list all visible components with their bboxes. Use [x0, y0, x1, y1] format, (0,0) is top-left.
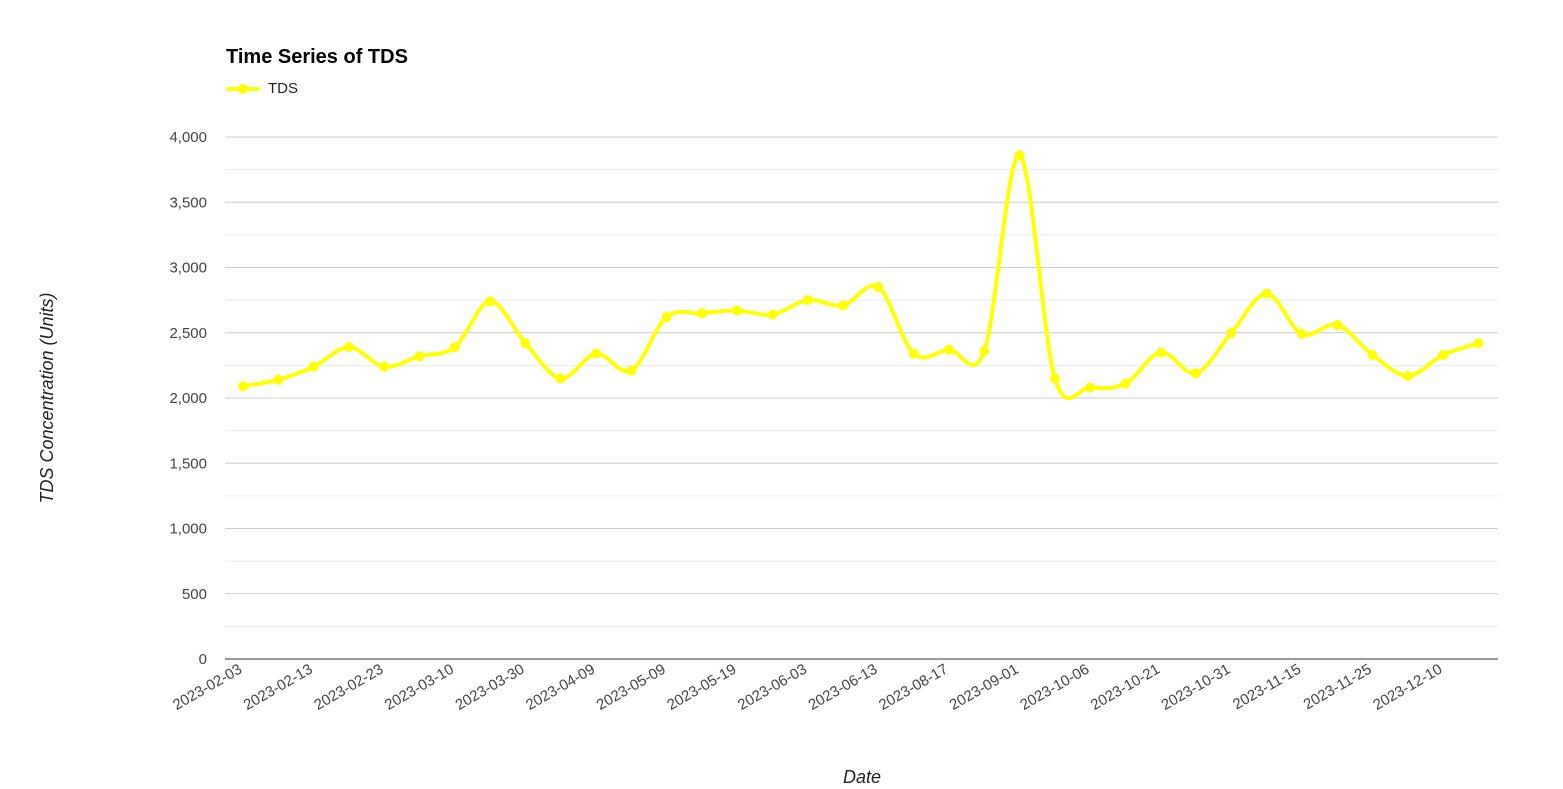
data-point[interactable]: [273, 374, 284, 385]
data-point[interactable]: [520, 338, 531, 349]
x-tick-label: 2023-09-01: [947, 661, 1022, 714]
legend-line-marker: [226, 83, 260, 94]
data-point[interactable]: [1014, 150, 1025, 161]
y-tick-label: 3,500: [169, 194, 207, 211]
x-tick-label: 2023-11-15: [1230, 661, 1304, 714]
x-tick-label: 2023-06-03: [735, 661, 810, 714]
x-tick-label: 2023-02-13: [241, 661, 316, 714]
data-point[interactable]: [555, 373, 566, 384]
y-tick-labels: 0 500 1,000 1,500 2,000 2,500 3,000 3,500 4,000: [169, 129, 207, 668]
series-line: [241, 153, 1481, 401]
data-point[interactable]: [1332, 319, 1343, 330]
x-tick-label: 2023-10-06: [1017, 661, 1092, 714]
data-point[interactable]: [696, 308, 707, 319]
data-point[interactable]: [1473, 338, 1484, 349]
data-point[interactable]: [873, 282, 884, 293]
data-point[interactable]: [343, 342, 354, 353]
y-tick-label: 3,000: [169, 260, 207, 277]
y-tick-label: 4,000: [169, 129, 207, 146]
chart-title: Time Series of TDS: [226, 46, 408, 68]
x-tick-label: 2023-03-10: [382, 661, 457, 714]
y-tick-label: 2,500: [169, 325, 207, 342]
data-point[interactable]: [908, 348, 919, 359]
data-point[interactable]: [1155, 347, 1166, 358]
data-point[interactable]: [1261, 288, 1272, 299]
data-point[interactable]: [1438, 349, 1449, 360]
data-point[interactable]: [1049, 373, 1060, 384]
data-points: [238, 150, 1484, 393]
data-point[interactable]: [1367, 349, 1378, 360]
y-axis-label: TDS Concentration (Units): [37, 292, 57, 503]
data-point[interactable]: [414, 351, 425, 362]
legend-dot-marker: [238, 83, 248, 94]
x-tick-label: 2023-10-21: [1088, 661, 1163, 714]
data-point[interactable]: [838, 300, 849, 311]
data-point[interactable]: [1085, 382, 1096, 393]
y-tick-label: 0: [199, 651, 207, 668]
x-tick-label: 2023-11-25: [1301, 661, 1375, 714]
legend-label: TDS: [268, 80, 298, 97]
data-point[interactable]: [485, 296, 496, 307]
data-point[interactable]: [591, 348, 601, 359]
data-point[interactable]: [1191, 368, 1202, 379]
x-tick-label: 2023-02-23: [311, 661, 386, 714]
data-point[interactable]: [379, 361, 390, 372]
x-tick-label: 2023-02-03: [170, 661, 245, 714]
data-point[interactable]: [767, 309, 778, 320]
x-tick-label: 2023-10-31: [1158, 661, 1233, 714]
x-tick-label: 2023-04-09: [523, 661, 598, 714]
x-axis-label: Date: [843, 767, 881, 787]
data-point[interactable]: [308, 361, 319, 372]
data-point[interactable]: [1297, 329, 1307, 340]
y-tick-label: 1,000: [169, 521, 207, 538]
x-tick-labels: 2023-02-032023-02-132023-02-232023-03-10…: [170, 661, 1445, 714]
x-tick-label: 2023-05-09: [594, 661, 669, 714]
data-point[interactable]: [1402, 370, 1413, 381]
gridlines: [225, 136, 1498, 627]
data-point[interactable]: [626, 365, 637, 376]
data-point[interactable]: [238, 381, 248, 392]
y-tick-label: 1,500: [169, 455, 207, 472]
y-tick-label: 500: [182, 586, 207, 603]
data-point[interactable]: [661, 312, 672, 323]
y-tick-label: 2,000: [169, 390, 207, 407]
data-point[interactable]: [449, 342, 460, 353]
x-tick-label: 2023-05-19: [664, 661, 739, 714]
legend[interactable]: TDS: [226, 80, 298, 97]
data-point[interactable]: [979, 346, 990, 357]
x-tick-label: 2023-12-10: [1370, 661, 1445, 714]
data-point[interactable]: [1226, 327, 1237, 338]
x-tick-label: 2023-08-17: [876, 661, 951, 714]
x-tick-label: 2023-06-13: [805, 661, 880, 714]
x-tick-label: 2023-03-30: [452, 661, 527, 714]
data-point[interactable]: [802, 295, 813, 306]
data-point[interactable]: [1120, 378, 1131, 389]
data-point[interactable]: [944, 344, 954, 355]
data-point[interactable]: [732, 305, 743, 316]
